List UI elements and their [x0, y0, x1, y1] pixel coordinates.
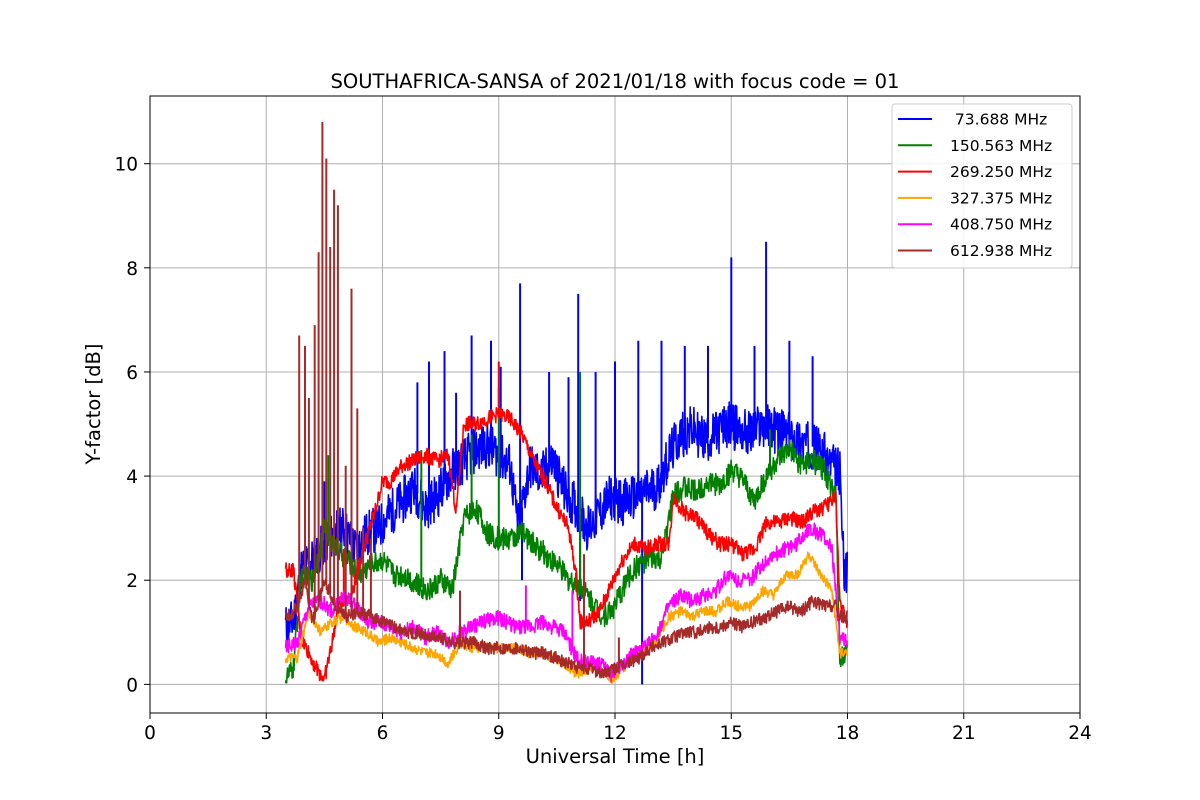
series-line: [284, 405, 849, 682]
y-tick-label: 6: [126, 363, 138, 384]
series-line: [284, 439, 849, 684]
y-tick-label: 10: [114, 155, 138, 176]
x-tick-label: 15: [719, 723, 743, 744]
x-tick-label: 0: [144, 723, 156, 744]
y-axis-label: Y-factor [dB]: [82, 344, 105, 466]
x-tick-label: 9: [493, 723, 505, 744]
y-axis: 0 2 4 6 8 10: [114, 155, 150, 696]
legend-entry-label: 612.938 MHz: [950, 242, 1052, 260]
legend-entry-label: 408.750 MHz: [950, 216, 1052, 234]
y-tick-label: 8: [126, 259, 138, 280]
series-line: [284, 551, 848, 685]
x-tick-label: 21: [952, 723, 976, 744]
series-layer: [284, 122, 849, 685]
chart-title: SOUTHAFRICA-SANSA of 2021/01/18 with foc…: [331, 70, 900, 93]
x-tick-label: 18: [836, 723, 860, 744]
y-tick-label: 4: [126, 467, 138, 488]
legend-box: [891, 103, 1073, 269]
y-tick-label: 0: [126, 675, 138, 696]
x-tick-label: 12: [603, 723, 627, 744]
series-line: [284, 576, 849, 679]
legend-entry-label: 327.375 MHz: [950, 189, 1052, 207]
x-tick-label: 3: [260, 723, 272, 744]
legend-entry-label: 269.250 MHz: [950, 163, 1052, 181]
x-axis: 0 3 6 9 12 15 18 21 24: [144, 713, 1092, 744]
y-tick-label: 2: [126, 571, 138, 592]
legend-entry-label: 73.688 MHz: [950, 111, 1047, 129]
legend: 73.688 MHz 150.563 MHz 269.250 MHz 327.375 …: [891, 103, 1073, 269]
x-axis-label: Universal Time [h]: [526, 745, 705, 768]
legend-entry-label: 150.563 MHz: [950, 137, 1052, 155]
x-tick-label: 24: [1068, 723, 1092, 744]
x-tick-label: 6: [377, 723, 389, 744]
